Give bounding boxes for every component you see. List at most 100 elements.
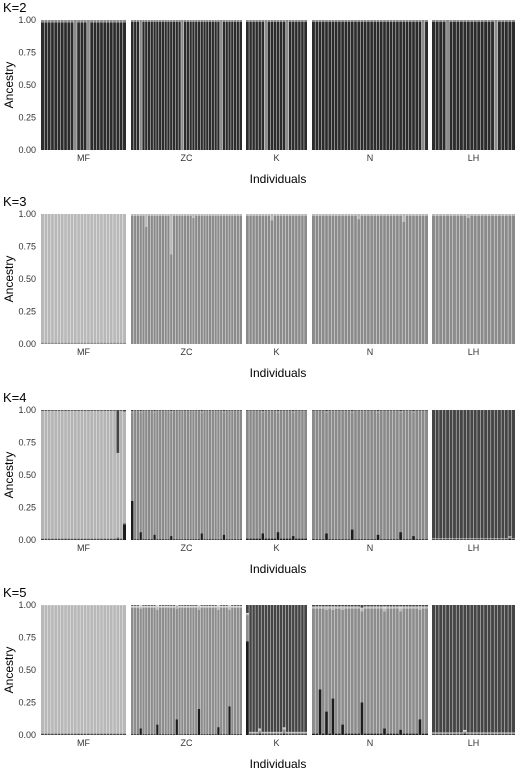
ancestry-segment [347,411,351,540]
individual-bar [285,20,289,150]
ancestry-segment [411,536,416,540]
ancestry-segment [225,410,229,411]
ancestry-segment [279,610,283,732]
individual-bar [490,605,495,735]
individual-bar [248,214,253,344]
ancestry-segment [470,734,474,735]
ancestry-segment [456,538,460,539]
ancestry-segment [366,411,370,540]
ancestry-segment [386,410,390,412]
ancestry-segment [169,254,173,344]
ancestry-segment [402,605,406,607]
ancestry-segment [180,215,184,344]
ancestry-segment [217,727,220,735]
ancestry-segment [405,21,409,151]
ancestry-segment [96,410,100,539]
individual-bar [112,605,117,735]
ancestry-segment [194,214,198,216]
individual-bar [172,410,176,540]
individual-bar [497,214,502,344]
ancestry-segment [172,410,176,411]
ancestry-segment [376,607,380,609]
ancestry-segment [222,608,226,735]
individual-bar [102,605,107,735]
individual-bar [424,410,428,540]
ancestry-segment [211,608,215,735]
ancestry-segment [445,215,450,344]
population-block [41,410,126,540]
ancestry-segment [264,410,268,411]
ancestry-segment [511,538,515,539]
ancestry-segment [70,410,74,539]
ancestry-segment [282,214,286,216]
ancestry-segment [183,539,187,540]
ancestry-segment [360,608,364,612]
individual-bar [395,214,399,344]
ancestry-segment [109,605,113,734]
ancestry-segment [508,536,512,538]
ancestry-segment [41,22,45,151]
ancestry-segment [285,731,289,733]
ancestry-segment [131,608,134,735]
ancestry-segment [270,610,274,732]
ancestry-segment [103,605,107,606]
ancestry-segment [136,606,140,609]
ancestry-segment [360,702,364,735]
population-block [312,20,428,151]
individual-bar [331,410,335,540]
ancestry-segment [291,21,295,151]
ancestry-segment [217,215,220,344]
ancestry-segment [153,606,156,609]
ancestry-segment [328,411,332,540]
ancestry-segment [178,608,181,735]
ancestry-segment [318,215,322,344]
ancestry-segment [288,411,292,539]
ancestry-segment [294,411,298,539]
ancestry-segment [103,410,107,539]
ancestry-segment [249,731,253,733]
individual-bar [504,410,509,540]
individual-bar [136,20,140,151]
ancestry-segment [357,219,361,344]
ancestry-segment [360,215,364,344]
ancestry-segment [415,606,419,608]
ancestry-segment [219,214,223,216]
ancestry-segment [116,538,120,540]
ancestry-segment [373,608,377,734]
ancestry-segment [203,410,206,411]
individual-bar [347,410,351,540]
individual-bar [318,20,322,151]
ancestry-segment [442,410,446,539]
ancestry-segment [279,733,283,735]
individual-bar [191,410,195,540]
ancestry-segment [44,605,48,734]
individual-bar [356,214,361,344]
ancestry-segment [73,342,77,344]
ancestry-segment [175,719,179,735]
individual-bar [405,214,409,344]
individual-bar [93,410,97,540]
individual-bar [47,214,51,344]
ancestry-segment [186,605,190,606]
individual-bar [448,605,453,735]
individual-bar [279,20,283,151]
ancestry-segment [211,605,215,606]
ancestry-segment [370,608,374,734]
ancestry-segment [294,734,298,735]
ancestry-segment [214,411,218,540]
ancestry-segment [76,538,81,540]
ancestry-segment [300,732,304,734]
ancestry-segment [452,538,457,540]
ancestry-segment [147,214,151,216]
ancestry-segment [459,733,464,734]
individual-bar [493,605,498,735]
individual-bar [369,410,374,540]
individual-bar [169,214,173,344]
ancestry-segment [155,410,159,411]
individual-bar [300,214,304,344]
individual-bar [273,410,277,540]
ancestry-segment [47,605,51,606]
ancestry-segment [297,21,301,151]
ancestry-segment [449,539,453,540]
individual-bar [267,214,271,344]
